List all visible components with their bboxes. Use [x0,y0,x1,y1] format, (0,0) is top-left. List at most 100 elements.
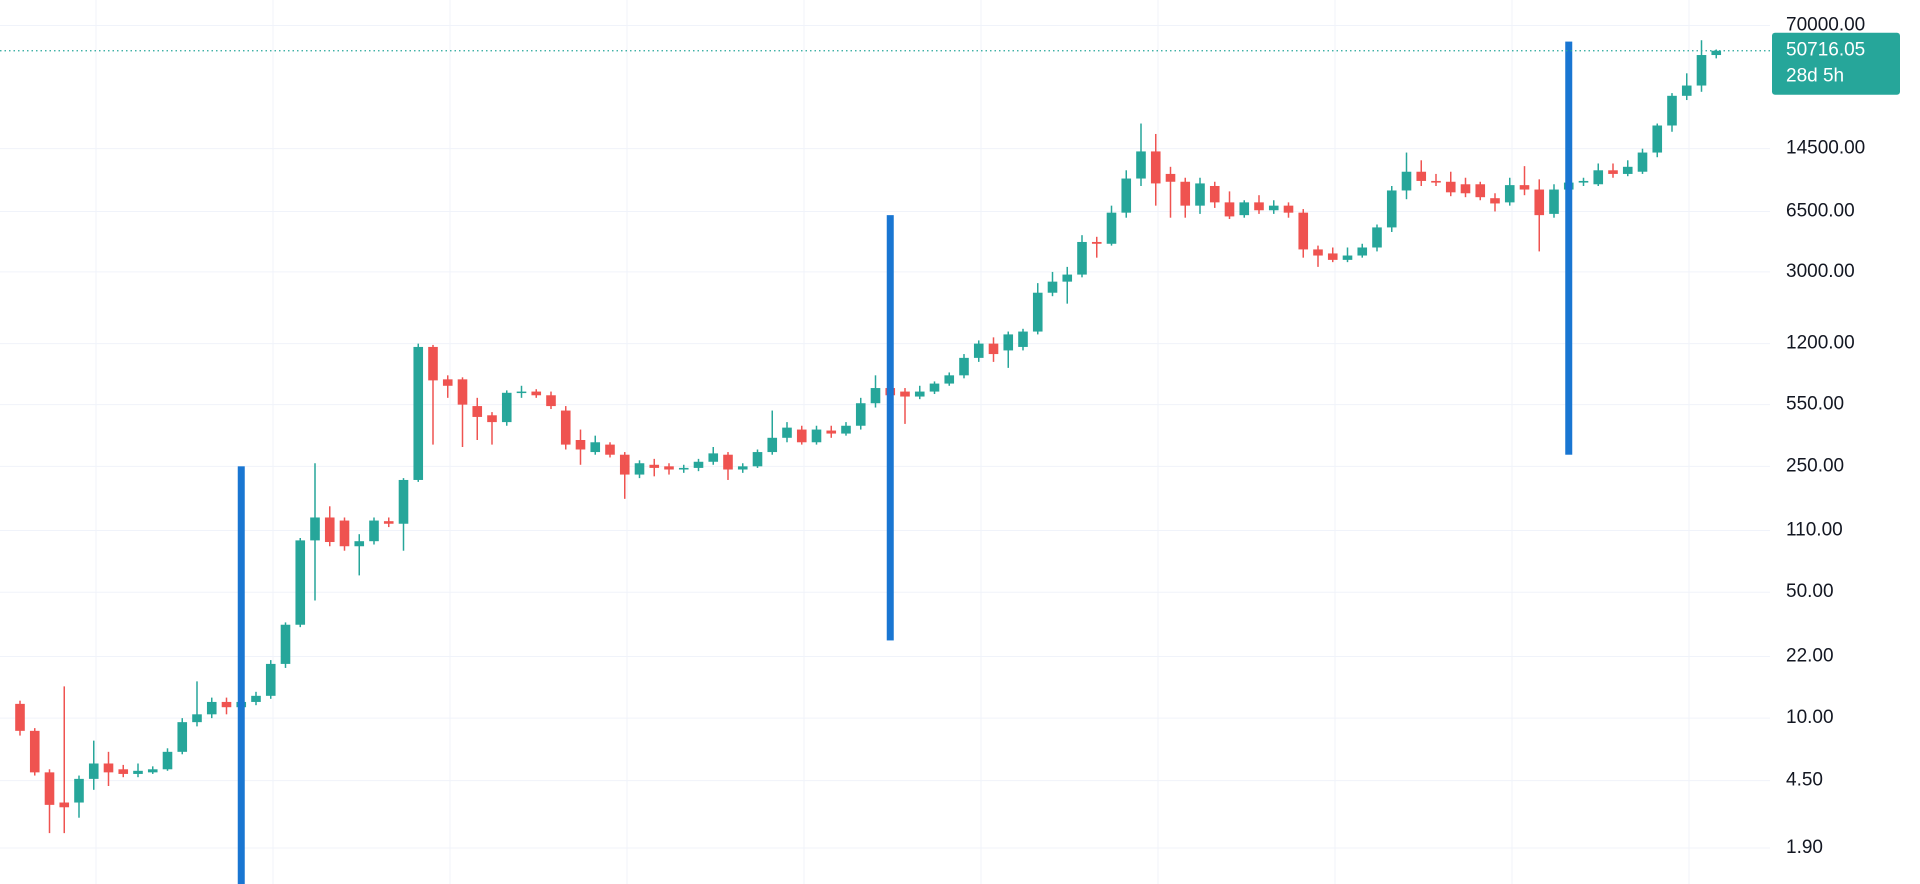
candle-body [310,517,320,541]
candle-body [1047,281,1058,293]
candle-body [708,453,719,462]
candle-body [1652,125,1663,153]
candle-body [457,379,468,405]
candle-body [1313,249,1323,256]
candle-body [723,454,733,470]
candle-body [1578,180,1589,183]
candle-body [206,701,217,715]
candle-body [929,383,940,392]
candle-body [1534,189,1545,216]
candle-body [1711,50,1722,56]
candle-body [546,395,556,407]
y-tick-label: 4.50 [1786,770,1823,791]
candle-body [118,769,129,774]
candle-body [88,763,99,779]
candle-body [944,375,955,384]
candle-body [782,427,792,438]
candle-body [619,454,630,475]
candle-body [1209,185,1220,203]
candle-body [162,751,173,770]
y-tick-label: 1.90 [1786,837,1823,858]
candle-body [1150,151,1161,184]
candle-body [914,391,925,397]
candle-body [900,391,910,397]
last-price-label: 50716.05 [1786,40,1865,61]
candle-body [1165,173,1176,182]
candle-body [383,521,394,524]
candle-body [1445,181,1456,193]
candle-body [147,769,158,773]
candle-body [15,703,25,731]
y-tick-label: 110.00 [1786,520,1843,541]
candle-body [1342,255,1353,260]
candle-body [1608,170,1618,174]
candle-body [280,624,291,664]
candle-body [1386,190,1397,228]
y-tick-label: 3000.00 [1786,261,1855,282]
candle-body [796,429,807,443]
vertical-marker [1565,41,1573,455]
y-tick-label: 550.00 [1786,394,1844,415]
candle-body [428,346,438,381]
candle-body [575,440,586,450]
y-tick-label: 22.00 [1786,645,1834,666]
candles [15,40,1722,834]
vertical-marker [237,466,245,884]
vertical-marker [886,215,894,641]
candle-body [1239,202,1250,216]
candle-body [339,520,350,547]
candle-body [1372,227,1382,248]
candle-body [1283,205,1294,213]
candle-body [767,437,778,453]
candle-body [324,517,335,543]
candle-body [74,778,84,803]
candle-body [1504,185,1515,203]
candle-body [516,391,527,394]
candle-body [1357,247,1368,256]
candle-body [1032,292,1043,332]
candle-body [1062,274,1073,282]
candle-body [1121,178,1132,213]
candle-body [398,479,409,524]
candle-body [177,722,188,752]
candle-body [442,379,453,386]
candle-body [501,392,512,423]
candle-body [1696,55,1707,86]
candle-body [1180,181,1191,206]
candle-body [1490,198,1500,204]
candle-body [1622,166,1633,174]
candle-body [1401,171,1412,191]
candle-body [678,467,689,470]
candle-body [649,464,660,468]
candle-body [133,770,143,774]
candle-body [1298,212,1309,250]
candle-body [1106,212,1117,244]
candle-body [1416,171,1427,181]
candle-body [973,343,984,358]
candle-body [590,442,601,453]
candle-body [295,540,306,625]
candle-body [1519,185,1530,190]
candle-body [1681,85,1692,96]
candle-body [413,346,424,480]
candle-body [752,452,763,467]
candle-body [29,730,40,773]
candle-body [1667,95,1677,126]
candle-body [988,343,999,355]
candle-body [1254,202,1264,211]
candle-body [560,410,571,445]
candle-body [826,430,837,434]
candle-body [1475,184,1486,198]
candle-body [369,520,379,542]
candle-body [855,403,866,426]
candle-body [664,466,674,470]
candle-body [1136,151,1146,179]
countdown-label: 28d 5h [1786,66,1844,87]
candle-body [1003,334,1014,351]
candle-body [1327,253,1338,260]
candle-body [1549,189,1559,214]
y-tick-label: 14500.00 [1786,138,1865,159]
candle-body [870,388,881,404]
candle-body [605,444,615,455]
